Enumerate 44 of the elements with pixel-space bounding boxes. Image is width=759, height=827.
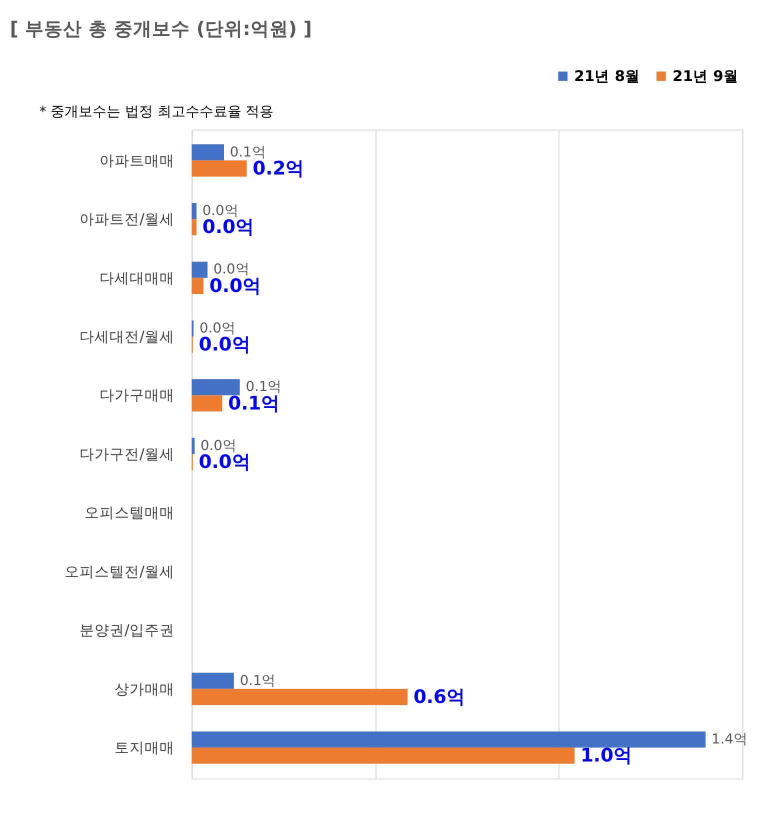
text: * 중개보수는 법정 최고수수료율 적용: [39, 104, 274, 120]
bar: [192, 731, 706, 748]
bar: [192, 262, 208, 278]
y-tick-label: 아파트전/월세: [80, 211, 175, 228]
bar: [192, 438, 195, 454]
data-label: 0.6억: [413, 686, 466, 708]
y-tick-label: 다가구전/월세: [80, 446, 175, 463]
data-label: 0.0억: [209, 276, 262, 297]
data-label: 0.0억: [202, 217, 254, 238]
legend-label: 21년 9월: [672, 68, 738, 86]
data-label: 0.1억: [230, 144, 266, 160]
y-tick-label: 상가매매: [114, 680, 175, 698]
data-label: 1.4억: [711, 732, 748, 748]
legend-label: 21년 8월: [574, 68, 640, 86]
y-tick-label: 다가구매매: [100, 387, 175, 404]
data-label: 0.1억: [240, 672, 276, 689]
bar: [192, 748, 575, 764]
chart-title: [ 부동산 총 중개보수 (단위:억원) ]: [10, 19, 312, 40]
bar: [192, 219, 196, 236]
data-label: 1.0억: [580, 746, 633, 767]
data-label: 0.0억: [213, 262, 250, 278]
y-tick-label: 오피스텔매매: [84, 504, 175, 522]
bar: [192, 160, 247, 177]
y-tick-label: 다세대매매: [100, 270, 175, 287]
data-label: 0.0억: [198, 452, 251, 474]
data-label: 0.1억: [228, 393, 280, 414]
data-label: 0.1억: [246, 379, 282, 396]
bar: [192, 278, 204, 294]
y-tick-label: 아파트매매: [100, 152, 175, 170]
data-label: 0.0억: [198, 334, 251, 356]
y-tick-label: 토지매매: [114, 740, 175, 757]
data-label: 0.0억: [200, 438, 236, 454]
bar: [192, 672, 234, 689]
data-label: 0.2억: [252, 158, 305, 180]
bar: [192, 202, 196, 220]
y-tick-label: 다세대전/월세: [80, 328, 175, 346]
bar: [192, 395, 222, 412]
bar: [192, 379, 240, 396]
data-label: 0.0억: [199, 320, 236, 336]
bar: [192, 688, 408, 706]
bar: [192, 144, 224, 160]
data-label: 0.0억: [202, 203, 238, 219]
y-tick-label: 분양권/입주권: [80, 622, 175, 640]
y-tick-label: 오피스텔전/월세: [64, 563, 175, 580]
